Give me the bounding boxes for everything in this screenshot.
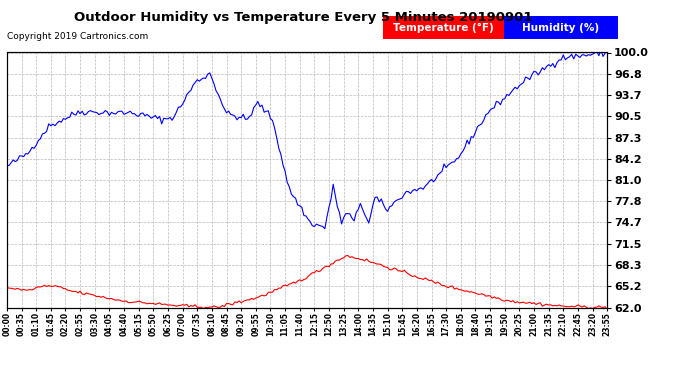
Text: Outdoor Humidity vs Temperature Every 5 Minutes 20190901: Outdoor Humidity vs Temperature Every 5 …	[75, 11, 533, 24]
Text: Temperature (°F): Temperature (°F)	[393, 23, 494, 33]
Text: Copyright 2019 Cartronics.com: Copyright 2019 Cartronics.com	[7, 32, 148, 41]
Text: Humidity (%): Humidity (%)	[522, 23, 599, 33]
